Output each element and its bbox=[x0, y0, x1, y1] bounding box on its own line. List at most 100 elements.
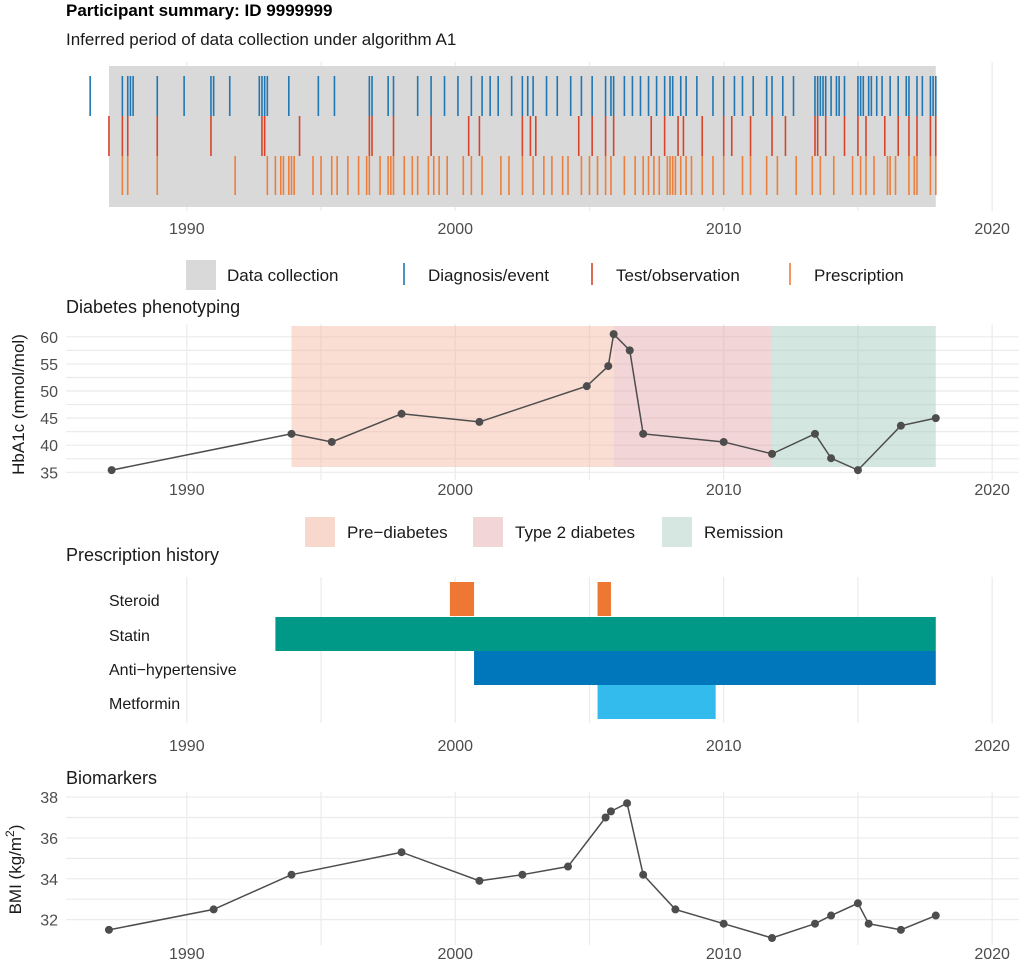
bmi-point bbox=[564, 862, 573, 871]
y-tick-label: 40 bbox=[40, 438, 58, 455]
category-label: Metformin bbox=[109, 696, 180, 713]
prescription-history-panel: Prescription history Steroid Statin Anti−hy… bbox=[66, 545, 1010, 755]
bmi-line bbox=[108, 802, 937, 939]
hba1c-point bbox=[853, 466, 862, 475]
hba1c-point bbox=[896, 421, 905, 430]
legend-label: Test/observation bbox=[616, 266, 740, 285]
hba1c-point bbox=[931, 414, 940, 423]
x-tick-label: 2000 bbox=[437, 482, 473, 499]
hba1c-point bbox=[625, 346, 634, 355]
bmi-point bbox=[639, 870, 648, 879]
hba1c-point bbox=[827, 454, 836, 463]
y-axis-title: BMI (kg/m2) bbox=[3, 825, 25, 915]
x-tick-label: 1990 bbox=[169, 221, 205, 238]
hba1c-point bbox=[287, 429, 296, 438]
bmi-point bbox=[810, 919, 819, 928]
diabetes-phenotyping-panel: Diabetes phenotyping 35 40 45 50 55 60 HbA1c (m… bbox=[9, 297, 1019, 547]
bmi-point bbox=[853, 899, 862, 908]
x-tick-label: 2020 bbox=[974, 946, 1010, 963]
data-collection-panel: 1990 2000 2010 2020 Data collection Diagnosis… bbox=[89, 62, 1010, 290]
hba1c-point bbox=[582, 382, 591, 391]
y-axis-title-superscript: 2 bbox=[3, 830, 17, 837]
y-tick-label: 32 bbox=[40, 913, 58, 930]
hba1c-point bbox=[609, 330, 618, 339]
y-tick-label: 38 bbox=[40, 790, 58, 807]
hba1c-point bbox=[719, 437, 728, 446]
legend-key-data-collection bbox=[186, 260, 216, 290]
legend-label: Diagnosis/event bbox=[428, 266, 549, 285]
hba1c-point bbox=[639, 429, 648, 438]
hba1c-point bbox=[810, 429, 819, 438]
bmi-point bbox=[896, 925, 905, 934]
y-tick-label: 35 bbox=[40, 465, 58, 482]
bmi-point bbox=[104, 925, 113, 934]
bar-steroid bbox=[597, 582, 611, 616]
legend-key-remission bbox=[662, 517, 692, 547]
legend-label: Pre−diabetes bbox=[347, 523, 448, 542]
bmi-point bbox=[623, 799, 632, 808]
legend-key-type-2-diabetes bbox=[473, 517, 503, 547]
bmi-point bbox=[475, 876, 484, 885]
y-tick-label: 50 bbox=[40, 384, 58, 401]
bmi-point bbox=[606, 807, 615, 816]
bmi-point bbox=[931, 911, 940, 920]
hba1c-point bbox=[107, 466, 116, 475]
y-tick-label: 45 bbox=[40, 411, 58, 428]
bar-anti-hypertensive bbox=[474, 651, 936, 685]
x-tick-label: 1990 bbox=[169, 482, 205, 499]
y-axis-title-main: BMI (kg/m bbox=[6, 837, 25, 914]
y-tick-label: 34 bbox=[40, 872, 58, 889]
bmi-point bbox=[827, 911, 836, 920]
bmi-point bbox=[864, 919, 873, 928]
x-tick-label: 2010 bbox=[706, 738, 742, 755]
bmi-point bbox=[518, 870, 527, 879]
y-axis-title: HbA1c (mmol/mol) bbox=[9, 334, 28, 475]
hba1c-point bbox=[327, 437, 336, 446]
legend-key-pre-diabetes bbox=[305, 517, 335, 547]
bmi-point bbox=[671, 905, 680, 914]
hba1c-point bbox=[604, 362, 613, 371]
region-pre-diabetes bbox=[291, 326, 614, 467]
hba1c-point bbox=[475, 417, 484, 426]
legend-label: Type 2 diabetes bbox=[515, 523, 635, 542]
legend-label: Prescription bbox=[814, 266, 904, 285]
x-tick-label: 2020 bbox=[974, 738, 1010, 755]
region-type-2-diabetes bbox=[613, 326, 773, 467]
panel-title: Diabetes phenotyping bbox=[66, 297, 240, 317]
bar-statin bbox=[275, 617, 936, 651]
figure-title: Participant summary: ID 9999999 bbox=[66, 1, 332, 20]
x-tick-label: 2020 bbox=[974, 482, 1010, 499]
x-tick-label: 2020 bbox=[974, 221, 1010, 238]
biomarkers-panel: Biomarkers 32 34 36 38 BMI (kg/m2) 1990 2000 201… bbox=[3, 768, 1019, 963]
x-tick-label: 2000 bbox=[437, 946, 473, 963]
hba1c-point bbox=[397, 409, 406, 418]
bmi-point bbox=[287, 870, 296, 879]
y-tick-label: 55 bbox=[40, 357, 58, 374]
y-tick-label: 60 bbox=[40, 330, 58, 347]
bar-steroid bbox=[449, 582, 475, 616]
bmi-point bbox=[209, 905, 218, 914]
x-tick-label: 2010 bbox=[706, 221, 742, 238]
category-label: Anti−hypertensive bbox=[109, 662, 237, 679]
x-tick-label: 1990 bbox=[169, 738, 205, 755]
x-tick-label: 1990 bbox=[169, 946, 205, 963]
category-label: Steroid bbox=[109, 593, 160, 610]
x-tick-label: 2010 bbox=[706, 946, 742, 963]
legend-label: Remission bbox=[704, 523, 783, 542]
bmi-point bbox=[719, 919, 728, 928]
x-tick-label: 2010 bbox=[706, 482, 742, 499]
x-tick-label: 2000 bbox=[437, 221, 473, 238]
bar-metformin bbox=[597, 685, 716, 719]
panel-title: Biomarkers bbox=[66, 768, 157, 788]
bmi-point bbox=[397, 848, 406, 857]
y-tick-label: 36 bbox=[40, 831, 58, 848]
panel-title: Prescription history bbox=[66, 545, 219, 565]
legend-label: Data collection bbox=[227, 266, 339, 285]
hba1c-point bbox=[768, 449, 777, 458]
region-remission bbox=[772, 326, 936, 467]
figure-subtitle: Inferred period of data collection under… bbox=[66, 30, 456, 49]
y-axis-title-end: ) bbox=[6, 825, 25, 831]
category-label: Statin bbox=[109, 628, 150, 645]
bmi-point bbox=[601, 813, 610, 822]
